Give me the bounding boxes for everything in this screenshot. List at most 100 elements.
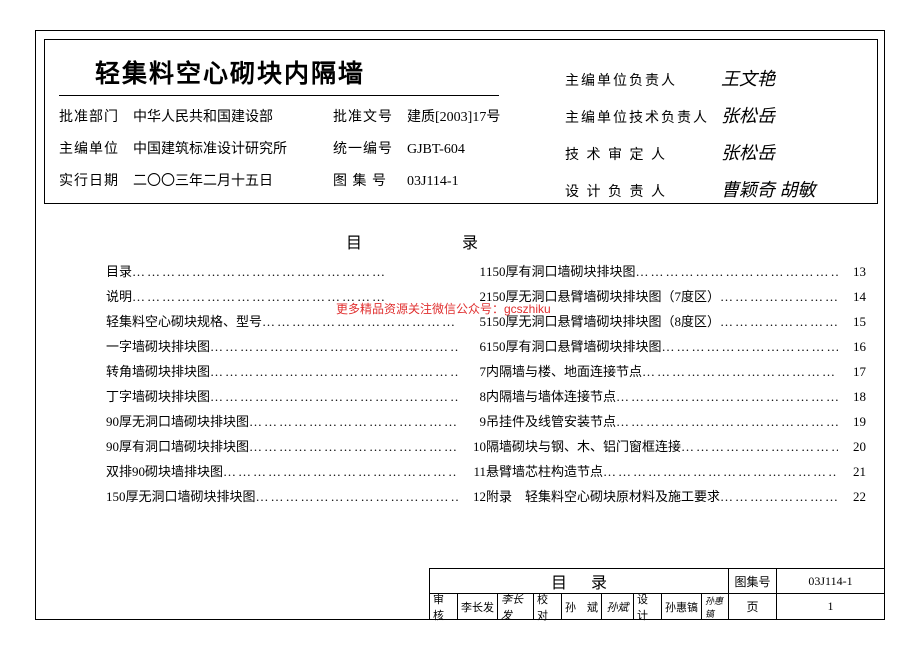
meta-label: 统一编号	[333, 134, 407, 166]
toc-item-page: 10	[458, 434, 486, 459]
toc-item-page: 18	[838, 384, 866, 409]
toc-item: 150厚无洞口悬臂墙砌块排块图（8度区）……………………………………………15	[486, 309, 866, 334]
toc-item-page: 6	[458, 334, 486, 359]
footer-page-value: 1	[777, 594, 884, 619]
toc-item: 转角墙砌块排块图……………………………………………7	[106, 359, 486, 384]
footer-check-name: 李长发	[458, 594, 498, 619]
toc-item: 轻集料空心砌块规格、型号……………………………………………5	[106, 309, 486, 334]
toc-leader-dots: ……………………………………………	[262, 309, 458, 334]
toc-leader-dots: ……………………………………………	[210, 384, 458, 409]
footer-page-label: 页	[729, 594, 777, 619]
toc-columns: 目录……………………………………………1说明……………………………………………2…	[106, 259, 866, 509]
toc-heading: 目录	[346, 229, 478, 253]
toc-item: 150厚有洞口悬臂墙砌块排块图……………………………………………16	[486, 334, 866, 359]
toc-item: 内隔墙与墙体连接节点……………………………………………18	[486, 384, 866, 409]
signature: 张松岳	[721, 99, 775, 133]
toc-item-page: 22	[838, 484, 866, 509]
toc-item-name: 内隔墙与墙体连接节点	[486, 384, 616, 409]
toc-leader-dots: ……………………………………………	[636, 259, 838, 284]
meta-value: GJBT-604	[407, 134, 465, 166]
signature: 曹颖奇 胡敏	[721, 173, 816, 207]
signature: 张松岳	[721, 136, 775, 170]
toc-item: 说明……………………………………………2	[106, 284, 486, 309]
toc-item-page: 2	[458, 284, 486, 309]
meta-row: 实行日期 二〇〇三年二月十五日 图 集 号 03J114-1	[59, 166, 500, 198]
toc-item-name: 丁字墙砌块排块图	[106, 384, 210, 409]
meta-label: 实行日期	[59, 166, 133, 198]
toc-item-page: 15	[838, 309, 866, 334]
toc-item: 90厚有洞口墙砌块排块图……………………………………………10	[106, 434, 486, 459]
toc-item: 150厚无洞口墙砌块排块图……………………………………………12	[106, 484, 486, 509]
meta-row: 设 计 负 责 人 曹颖奇 胡敏	[565, 173, 816, 210]
toc-item: 悬臂墙芯柱构造节点……………………………………………21	[486, 459, 866, 484]
toc-leader-dots: ……………………………………………	[616, 384, 838, 409]
toc-leader-dots: ……………………………………………	[616, 409, 838, 434]
footer-design-label: 设计	[634, 594, 662, 619]
meta-label: 图 集 号	[333, 166, 407, 198]
toc-item-page: 9	[458, 409, 486, 434]
meta-value: 中国建筑标准设计研究所	[133, 134, 309, 166]
toc-item: 90厚无洞口墙砌块排块图……………………………………………9	[106, 409, 486, 434]
toc-leader-dots: ……………………………………………	[681, 434, 838, 459]
toc-item-name: 悬臂墙芯柱构造节点	[486, 459, 603, 484]
toc-leader-dots: ……………………………………………	[223, 459, 458, 484]
toc-column-right: 150厚有洞口墙砌块排块图……………………………………………13150厚无洞口悬…	[486, 259, 866, 509]
meta-left: 批准部门 中华人民共和国建设部 批准文号 建质[2003]17号 主编单位 中国…	[59, 102, 500, 198]
toc-item-page: 20	[838, 434, 866, 459]
toc-item-name: 隔墙砌块与钢、木、铝门窗框连接	[486, 434, 681, 459]
toc-item-name: 90厚有洞口墙砌块排块图	[106, 434, 249, 459]
toc-leader-dots: ……………………………………………	[210, 334, 458, 359]
toc-item-name: 吊挂件及线管安装节点	[486, 409, 616, 434]
toc-item-name: 附录 轻集料空心砌块原材料及施工要求	[486, 484, 720, 509]
toc-leader-dots: ……………………………………………	[603, 459, 838, 484]
toc-item: 内隔墙与楼、地面连接节点……………………………………………17	[486, 359, 866, 384]
toc-leader-dots: ……………………………………………	[720, 309, 838, 334]
footer-verify-label: 校对	[534, 594, 562, 619]
footer-check-label: 审核	[430, 594, 458, 619]
toc-item-page: 19	[838, 409, 866, 434]
toc-item-name: 轻集料空心砌块规格、型号	[106, 309, 262, 334]
toc-item-name: 150厚无洞口墙砌块排块图	[106, 484, 256, 509]
meta-row: 技 术 审 定 人 张松岳	[565, 136, 816, 173]
toc-item: 目录……………………………………………1	[106, 259, 486, 284]
toc-item-name: 双排90砌块墙排块图	[106, 459, 223, 484]
toc-item: 吊挂件及线管安装节点……………………………………………19	[486, 409, 866, 434]
page-frame: 轻集料空心砌块内隔墙 批准部门 中华人民共和国建设部 批准文号 建质[2003]…	[35, 30, 885, 620]
meta-value: 03J114-1	[407, 166, 459, 198]
toc-item-page: 16	[838, 334, 866, 359]
footer-code-value: 03J114-1	[777, 569, 884, 593]
toc-item-page: 7	[458, 359, 486, 384]
toc-item-name: 一字墙砌块排块图	[106, 334, 210, 359]
toc-column-left: 目录……………………………………………1说明……………………………………………2…	[106, 259, 486, 509]
toc-item: 双排90砌块墙排块图……………………………………………11	[106, 459, 486, 484]
meta-value: 建质[2003]17号	[407, 102, 500, 134]
toc-item-page: 11	[458, 459, 486, 484]
toc-item-page: 21	[838, 459, 866, 484]
footer-check-sig: 李长发	[498, 594, 534, 619]
toc-leader-dots: ……………………………………………	[720, 284, 838, 309]
footer-design-name: 孙惠镐	[662, 594, 702, 619]
document-title: 轻集料空心砌块内隔墙	[95, 54, 365, 90]
footer-verify-name: 孙 斌	[562, 594, 602, 619]
toc-item-name: 150厚无洞口悬臂墙砌块排块图（7度区）	[486, 284, 720, 309]
toc-item-page: 12	[458, 484, 486, 509]
meta-label: 主编单位负责人	[565, 65, 715, 99]
toc-item-name: 转角墙砌块排块图	[106, 359, 210, 384]
toc-leader-dots: ……………………………………………	[256, 484, 458, 509]
toc-item-page: 1	[458, 259, 486, 284]
toc-item: 150厚有洞口墙砌块排块图……………………………………………13	[486, 259, 866, 284]
toc-leader-dots: ……………………………………………	[132, 259, 458, 284]
toc-item: 丁字墙砌块排块图……………………………………………8	[106, 384, 486, 409]
toc-item-page: 14	[838, 284, 866, 309]
footer-code-label: 图集号	[729, 569, 777, 593]
meta-label: 批准部门	[59, 102, 133, 134]
toc-leader-dots: ……………………………………………	[662, 334, 838, 359]
toc-leader-dots: ……………………………………………	[249, 434, 458, 459]
toc-item-name: 150厚有洞口墙砌块排块图	[486, 259, 636, 284]
toc-item-name: 90厚无洞口墙砌块排块图	[106, 409, 249, 434]
meta-label: 主编单位技术负责人	[565, 102, 715, 136]
toc-item: 一字墙砌块排块图……………………………………………6	[106, 334, 486, 359]
toc-leader-dots: ……………………………………………	[720, 484, 838, 509]
toc-item: 150厚无洞口悬臂墙砌块排块图（7度区）……………………………………………14	[486, 284, 866, 309]
meta-value: 二〇〇三年二月十五日	[133, 166, 309, 198]
